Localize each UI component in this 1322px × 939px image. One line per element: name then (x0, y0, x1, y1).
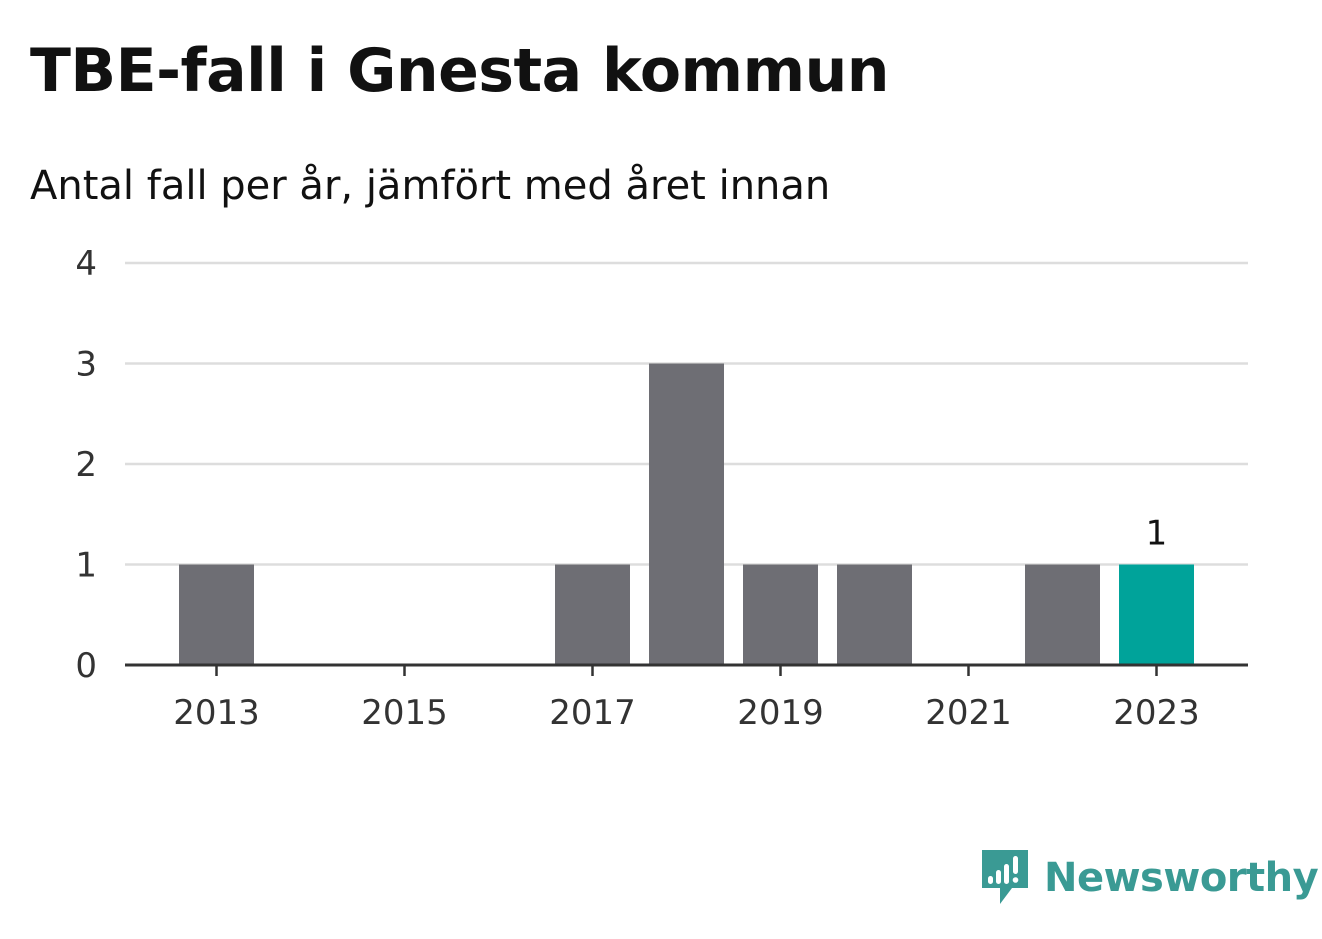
axes (125, 663, 1248, 676)
y-tick-label: 4 (75, 244, 97, 284)
x-tick-label: 2013 (173, 693, 260, 733)
y-tick-label: 2 (75, 445, 97, 485)
bar-2020 (837, 564, 912, 665)
brand-name: Newsworthy (1044, 855, 1319, 901)
x-tick-label: 2023 (1113, 693, 1200, 733)
y-tick-label: 0 (75, 646, 97, 686)
x-tick-label: 2021 (925, 693, 1012, 733)
brand-logo: Newsworthy (980, 848, 1319, 908)
bar-2019 (743, 564, 818, 665)
labels: 0 1 2 3 4 2013 2015 2017 2019 2021 2023 1 (75, 244, 1199, 733)
chart-subtitle: Antal fall per år, jämfört med året inna… (30, 163, 831, 209)
bar-2022 (1025, 564, 1100, 665)
data-label-2023: 1 (1146, 514, 1168, 554)
x-tick-label: 2015 (361, 693, 448, 733)
chart-title: TBE-fall i Gnesta kommun (30, 36, 890, 106)
bar-2018 (649, 363, 724, 665)
bar-2013 (179, 564, 254, 665)
bars (179, 363, 1194, 665)
y-tick-label: 3 (75, 345, 97, 385)
y-tick-label: 1 (75, 546, 97, 586)
bar-2023 (1119, 564, 1194, 665)
x-tick-label: 2019 (737, 693, 824, 733)
newsworthy-logo-icon (982, 850, 1028, 904)
x-tick-label: 2017 (549, 693, 636, 733)
bar-2017 (555, 564, 630, 665)
